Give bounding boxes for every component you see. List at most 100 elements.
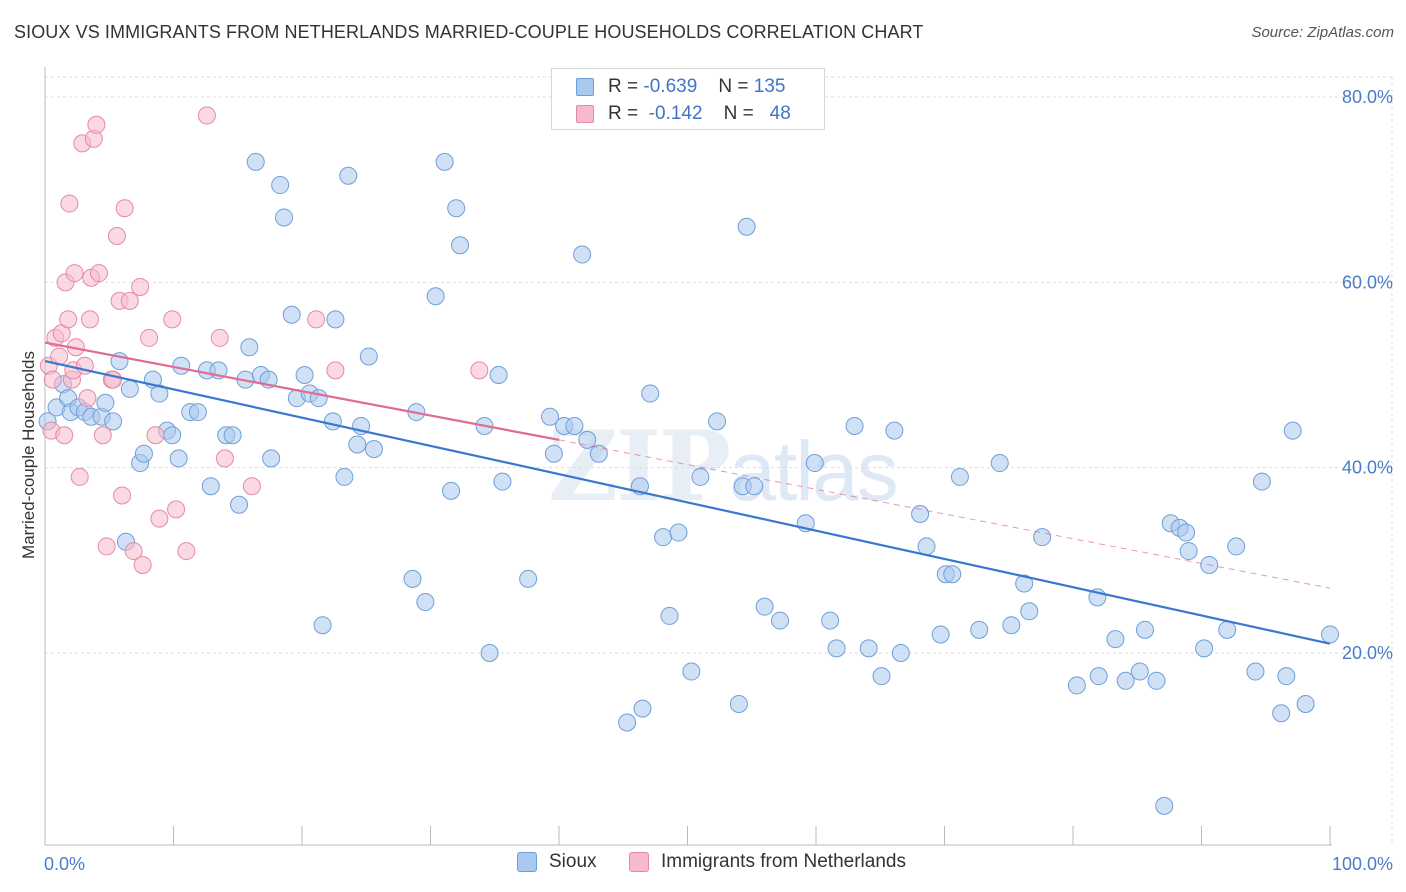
data-point	[177, 542, 196, 561]
data-point	[43, 370, 62, 389]
data-point	[65, 264, 84, 283]
y-tick-label: 20.0%	[1342, 643, 1393, 663]
data-point	[589, 444, 608, 463]
legend-r-value: -0.639	[643, 76, 698, 97]
data-point	[107, 227, 126, 245]
data-point	[755, 597, 774, 616]
data-point	[230, 495, 249, 514]
data-point	[1252, 472, 1271, 491]
data-point	[131, 277, 150, 296]
data-point	[197, 106, 216, 125]
data-point	[489, 366, 508, 384]
data-point	[201, 477, 220, 496]
legend-r-label: R =	[608, 103, 639, 124]
legend-n-label: N =	[723, 103, 754, 124]
data-point	[1130, 662, 1149, 681]
data-point	[97, 537, 116, 556]
data-point	[885, 421, 904, 440]
correlation-legend: R = -0.639 N = 135 R = -0.142 N = 48	[551, 68, 825, 130]
data-point	[210, 328, 229, 347]
data-point	[1002, 616, 1021, 635]
data-point	[950, 467, 969, 486]
data-point	[150, 384, 169, 403]
data-point	[240, 338, 259, 357]
data-point	[59, 310, 78, 329]
tick-labels: 20.0% 40.0% 60.0% 80.0% 0.0% 100.0%	[44, 87, 1393, 874]
legend-label-netherlands: Immigrants from Netherlands	[661, 851, 906, 872]
data-point	[246, 152, 265, 171]
data-point	[335, 467, 354, 486]
series-legend: Sioux Immigrants from Netherlands	[0, 851, 1406, 877]
data-point	[403, 569, 422, 588]
data-point	[1106, 630, 1125, 649]
data-point	[669, 523, 688, 542]
data-point	[115, 199, 134, 218]
data-point	[169, 449, 188, 468]
data-point	[326, 310, 345, 329]
data-point	[326, 361, 345, 380]
data-point	[470, 361, 489, 380]
data-point	[80, 310, 99, 329]
data-point	[188, 403, 207, 422]
data-point	[104, 412, 123, 431]
data-point	[359, 347, 378, 366]
netherlands-points	[39, 106, 489, 574]
data-point	[654, 528, 673, 547]
data-point	[1015, 574, 1034, 593]
trend-lines	[44, 341, 1331, 645]
data-point	[55, 426, 74, 445]
data-point	[242, 477, 261, 496]
data-point	[1147, 671, 1166, 690]
axes	[44, 67, 1332, 846]
data-point	[271, 176, 290, 195]
legend-item-netherlands: Immigrants from Netherlands	[629, 851, 906, 873]
data-point	[339, 166, 358, 185]
data-point	[845, 416, 864, 435]
data-point	[745, 477, 764, 496]
data-point	[163, 310, 182, 329]
data-point	[691, 467, 710, 486]
netherlands-trend-extension	[558, 439, 1331, 589]
data-point	[1033, 528, 1052, 547]
data-point	[821, 611, 840, 630]
data-point	[307, 310, 326, 329]
data-point	[295, 366, 314, 384]
legend-row-sioux: R = -0.639 N = 135	[576, 74, 785, 100]
data-point	[313, 616, 332, 635]
data-point	[1179, 542, 1198, 561]
chart-title: SIOUX VS IMMIGRANTS FROM NETHERLANDS MAR…	[14, 22, 924, 42]
y-tick-label: 40.0%	[1342, 458, 1393, 478]
netherlands-swatch	[576, 105, 594, 123]
data-point	[146, 426, 165, 445]
data-point	[282, 305, 301, 324]
data-point	[1277, 667, 1296, 686]
data-point	[172, 356, 191, 375]
data-point	[1272, 704, 1291, 723]
data-point	[943, 565, 962, 584]
data-point	[1089, 667, 1108, 686]
data-point	[120, 379, 139, 398]
data-point	[167, 500, 186, 519]
x-tick-label: 100.0%	[1332, 854, 1393, 874]
data-point	[911, 505, 930, 523]
data-point	[544, 444, 563, 463]
data-point	[223, 426, 242, 445]
data-point	[931, 625, 950, 644]
data-point	[1218, 620, 1237, 639]
data-point	[565, 416, 584, 435]
data-point	[1283, 421, 1302, 440]
watermark: ZIPatlas	[548, 410, 899, 523]
data-point	[541, 407, 560, 426]
data-point	[447, 199, 466, 218]
data-point	[660, 606, 679, 625]
data-point	[480, 644, 499, 662]
y-tick-label: 80.0%	[1342, 87, 1393, 107]
legend-item-sioux: Sioux	[517, 851, 597, 873]
data-point	[891, 644, 910, 662]
legend-label-sioux: Sioux	[549, 851, 597, 872]
data-point	[1116, 671, 1135, 690]
data-point	[682, 662, 701, 681]
data-point	[578, 430, 597, 449]
data-point	[641, 384, 660, 403]
